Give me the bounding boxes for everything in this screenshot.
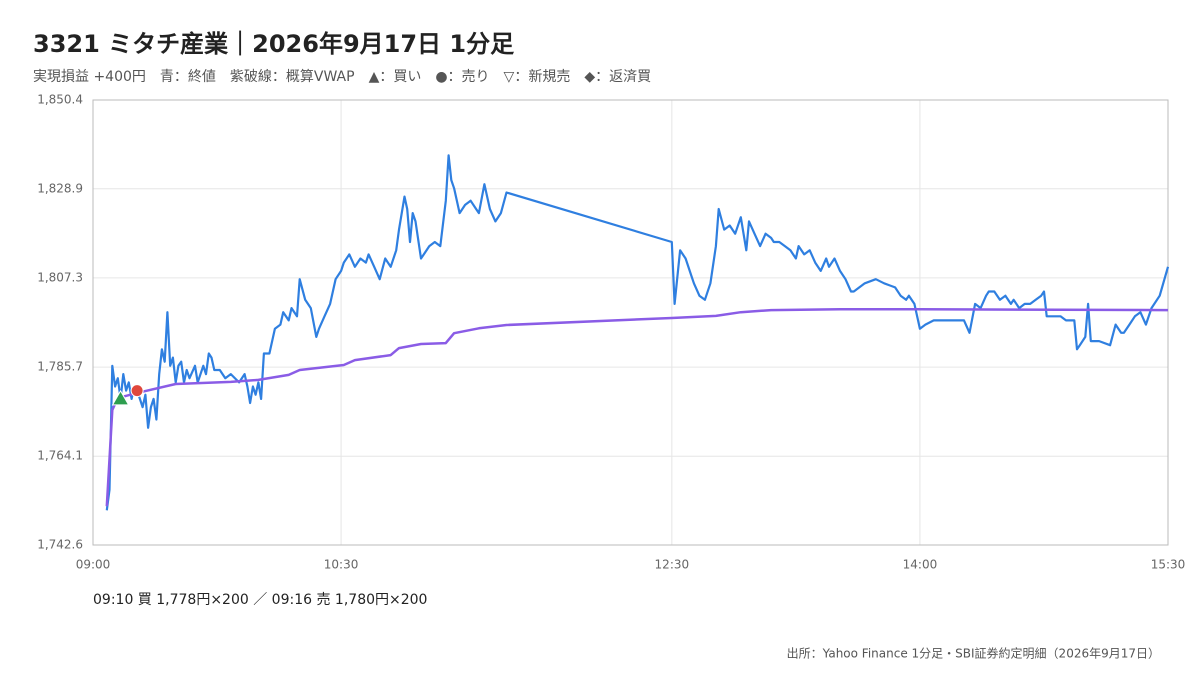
y-tick-label: 1,850.4 — [37, 93, 83, 107]
buy-marker — [111, 389, 130, 406]
price-line — [105, 154, 1170, 511]
y-tick-label: 1,742.6 — [37, 538, 83, 552]
x-tick-label: 15:30 — [1151, 558, 1186, 572]
chart-subtitle: 実現損益 +400円 青：終値 紫破線：概算VWAP ▲：買い ●：売り ▽：新… — [33, 69, 651, 85]
x-tick-label: 12:30 — [655, 558, 690, 572]
x-tick-label: 14:00 — [903, 558, 938, 572]
trade-note: 09:10 買 1,778円×200 ／ 09:16 売 1,780円×200 — [93, 592, 427, 608]
price-line — [105, 308, 1169, 507]
sell-marker — [130, 384, 144, 398]
y-tick-label: 1,828.9 — [37, 181, 83, 195]
x-tick-label: 09:00 — [76, 558, 111, 572]
x-tick-label: 10:30 — [324, 558, 359, 572]
y-tick-label: 1,764.1 — [37, 449, 83, 463]
source-note: 出所：Yahoo Finance 1分足・SBI証券約定明細（2026年9月17… — [787, 646, 1160, 661]
chart-title: 3321 ミタチ産業｜2026年9月17日 1分足 — [33, 30, 514, 58]
plot-frame — [92, 99, 1169, 546]
y-tick-label: 1,785.7 — [37, 360, 83, 374]
y-tick-label: 1,807.3 — [37, 270, 83, 284]
